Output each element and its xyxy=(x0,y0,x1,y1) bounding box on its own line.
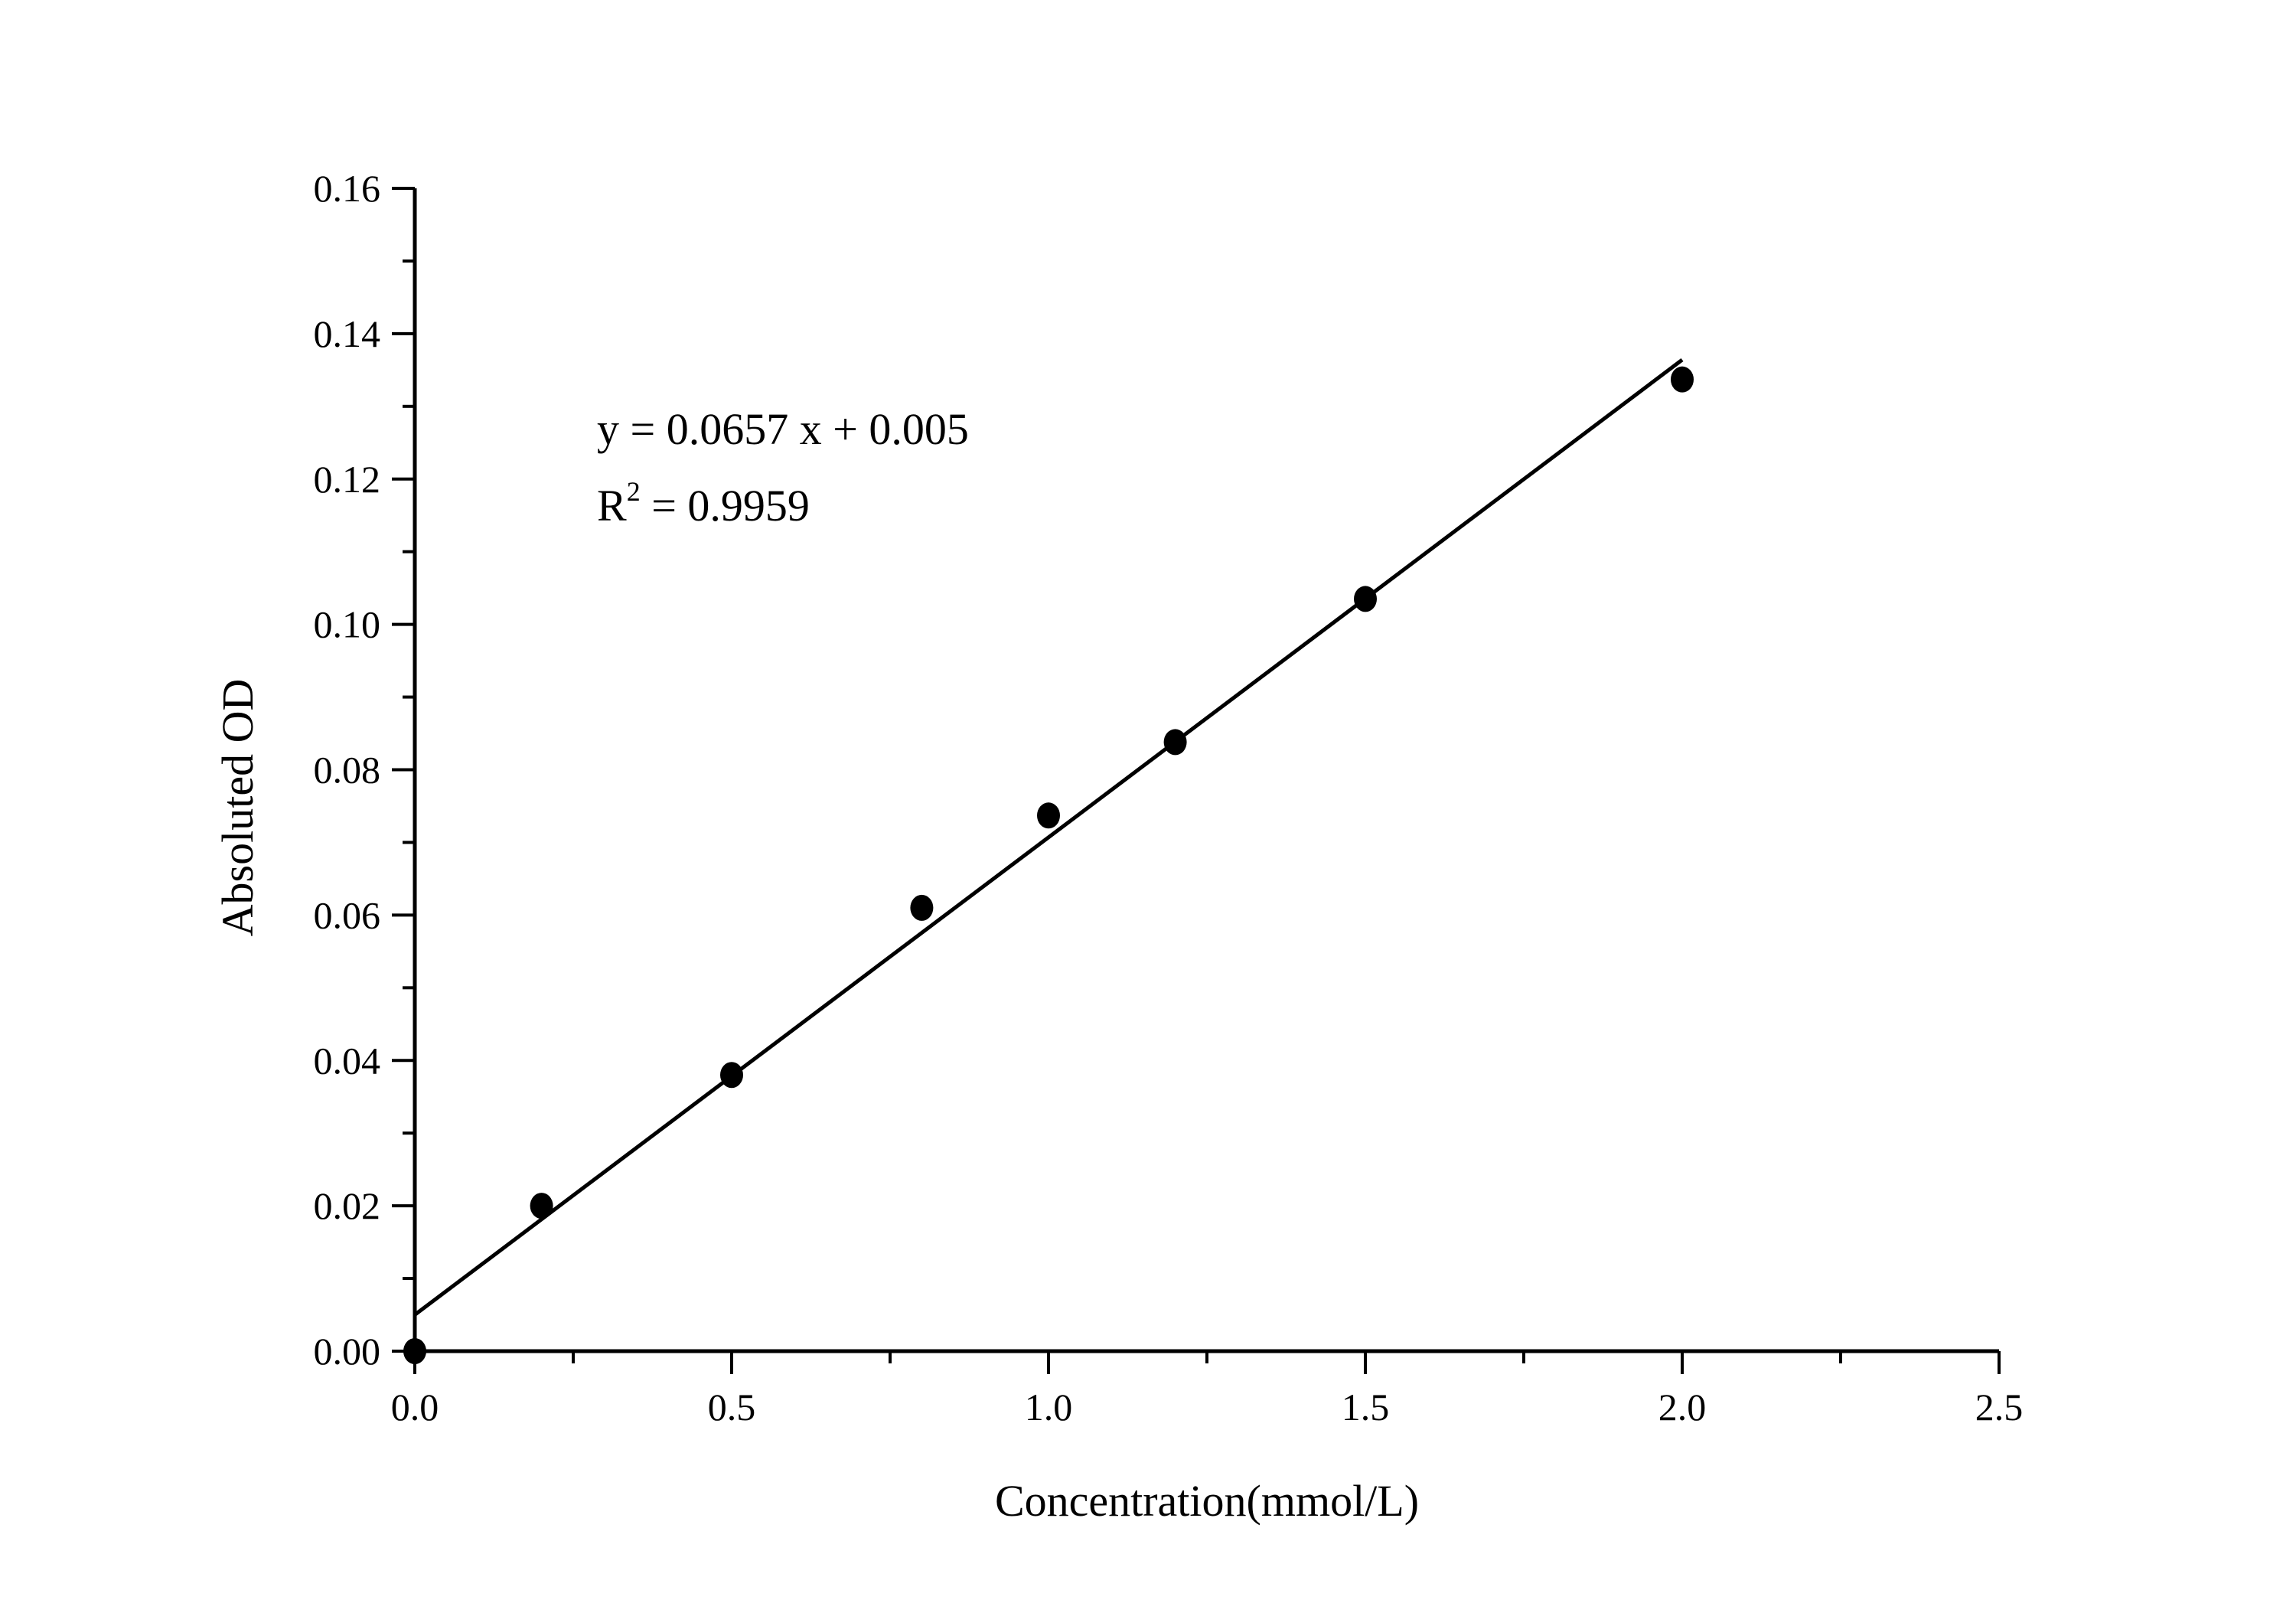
x-tick-label: 2.5 xyxy=(1975,1386,2024,1428)
y-tick-label: 0.00 xyxy=(314,1330,381,1373)
r2-prefix: R xyxy=(597,481,627,531)
y-tick-label: 0.06 xyxy=(314,893,381,936)
axes xyxy=(413,188,1999,1353)
y-tick-label: 0.10 xyxy=(314,603,381,646)
ticks: 0.0 0.5 1.0 1.5 2.0 2.5 0.00 0.02 0.04 0.06 0.08 0.… xyxy=(314,167,2024,1428)
x-tick-label: 0.0 xyxy=(391,1386,439,1428)
x-tick-label: 2.0 xyxy=(1658,1386,1707,1428)
y-tick-label: 0.02 xyxy=(314,1184,381,1227)
y-tick-label: 0.04 xyxy=(314,1039,381,1082)
x-tick-label: 0.5 xyxy=(708,1386,756,1428)
x-axis-label: Concentration(mmol/L) xyxy=(995,1476,1419,1526)
data-point xyxy=(403,1338,426,1364)
r-squared-text: R2 = 0.9959 xyxy=(597,476,810,531)
r2-value: = 0.9959 xyxy=(641,481,810,531)
data-point xyxy=(720,1062,743,1089)
r2-superscript: 2 xyxy=(627,476,641,507)
fit-line xyxy=(413,358,1684,1317)
y-tick-label: 0.16 xyxy=(314,167,381,210)
data-point xyxy=(1037,802,1060,829)
y-tick-label: 0.14 xyxy=(314,312,381,355)
y-tick-label: 0.12 xyxy=(314,458,381,501)
equation-text: y = 0.0657 x + 0.005 xyxy=(597,404,969,454)
data-point xyxy=(1671,366,1694,393)
y-tick-label: 0.08 xyxy=(314,749,381,792)
y-axis-label: Absoluted OD xyxy=(213,679,263,937)
data-point xyxy=(530,1193,553,1219)
data-point xyxy=(910,894,934,921)
data-points xyxy=(403,366,1694,1364)
fit-line-group xyxy=(413,358,1684,1317)
x-tick-label: 1.5 xyxy=(1342,1386,1390,1428)
x-tick-label: 1.0 xyxy=(1025,1386,1073,1428)
data-point xyxy=(1354,586,1377,612)
data-point xyxy=(1163,729,1187,756)
